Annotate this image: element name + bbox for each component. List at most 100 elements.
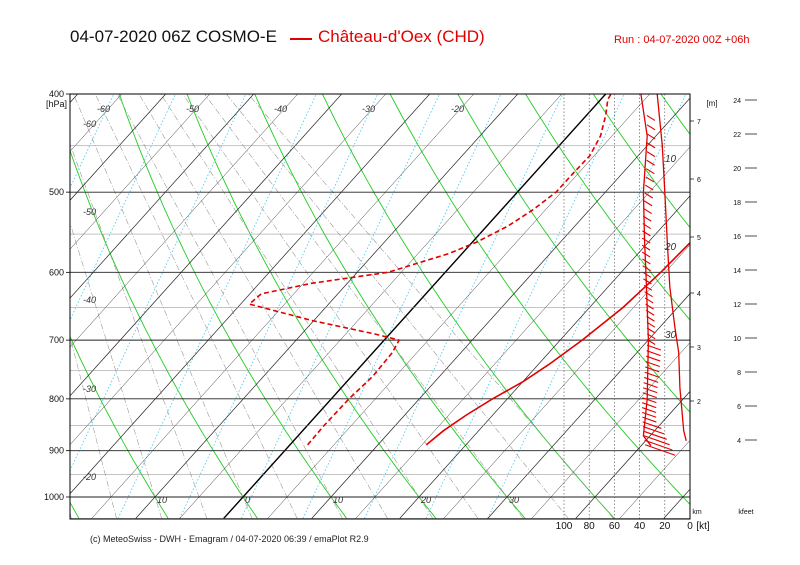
saturated-adiabat (73, 94, 253, 519)
isotherm (663, 488, 690, 519)
wind-barb (641, 237, 651, 244)
copyright-footer: (c) MeteoSwiss - DWH - Emagram / 04-07-2… (90, 534, 369, 544)
pressure-tick-label: 500 (49, 187, 64, 197)
pressure-tick-label: 1000 (44, 492, 64, 502)
wind-speed-unit: [kt] (696, 521, 710, 532)
wind-barb (642, 271, 652, 278)
wind-barb (645, 184, 654, 191)
wind-profile-label: 20 (664, 242, 677, 253)
station-legend-line (290, 38, 312, 40)
isotherm (267, 94, 651, 519)
wind-barb (644, 439, 673, 451)
mixing-ratio-line (425, 94, 625, 519)
dry-adiabat (70, 335, 169, 519)
dry-adiabat (389, 94, 690, 505)
wind-barb (646, 124, 656, 131)
zero-isotherm (223, 94, 607, 519)
isotherm (70, 94, 299, 348)
pressure-tick-label: 900 (49, 446, 64, 456)
isotherm (487, 293, 690, 519)
wind-barb (646, 355, 661, 362)
wind-speed-label: 20 (659, 521, 671, 532)
wind-barb (642, 265, 651, 272)
pressure-tick-label: 600 (49, 267, 64, 277)
isotherm (443, 244, 690, 519)
wind-barb (642, 258, 651, 265)
temp-label-diag-left: -30 (83, 384, 96, 394)
dry-adiabat (660, 94, 690, 136)
wind-barb (642, 223, 652, 230)
wind-barb (646, 168, 655, 175)
isotherm (70, 94, 343, 397)
mixing-ratio-line (117, 94, 317, 519)
dry-adiabat (457, 94, 690, 413)
mixing-ratio-line (364, 94, 564, 519)
mixing-ratio-line (302, 94, 502, 519)
pressure-tick-label: 400 (49, 89, 64, 99)
wind-barb (644, 291, 653, 298)
sounding-profiles (247, 94, 690, 446)
isotherm (70, 94, 123, 152)
isotherm (708, 71, 800, 518)
wind-speed-label: 60 (609, 521, 621, 532)
dry-adiabat (70, 501, 80, 519)
dry-adiabat (118, 94, 348, 519)
wind-barb (645, 303, 654, 310)
height-kfeet-unit: kfeet (738, 509, 753, 516)
height-kfeet-label: 4 (737, 438, 741, 445)
wind-barb (642, 421, 662, 429)
temp-label-diag-top: -50 (186, 104, 199, 114)
wind-speed-label: 0 (687, 521, 693, 532)
wind-barb (643, 435, 670, 446)
saturated-adiabat (182, 94, 479, 519)
height-kfeet-label: 12 (733, 302, 741, 309)
height-kfeet-label: 22 (733, 132, 741, 139)
temp-label-bottom: 10 (333, 495, 343, 505)
isotherm (70, 94, 211, 250)
wind-barb (646, 114, 656, 121)
wind-barb (645, 309, 655, 316)
mixing-ratio-line (240, 94, 440, 519)
saturated-adiabat (70, 335, 117, 519)
wind-barb (643, 278, 652, 285)
height-kfeet-label: 14 (733, 268, 741, 275)
wind-barb (642, 397, 657, 404)
mixing-ratio-line (70, 94, 176, 321)
wind-barb (646, 350, 661, 357)
wind-barb (646, 339, 656, 345)
wind-barb (641, 407, 657, 413)
isotherm (70, 94, 79, 104)
wind-barb (643, 208, 652, 215)
dry-adiabat (321, 94, 615, 519)
wind-barb (642, 416, 657, 423)
wind-barb (645, 361, 660, 368)
wind-barb (641, 251, 651, 258)
saturated-adiabat (70, 222, 162, 519)
isotherm (91, 94, 475, 519)
wind-barb (642, 392, 657, 399)
isotherm (752, 71, 800, 518)
chart-title: 04-07-2020 06Z COSMO-E (70, 27, 277, 46)
wind-barb (646, 333, 656, 340)
isotherm (0, 71, 54, 518)
temp-label-diag-top: -60 (97, 104, 110, 114)
temp-label-bottom: 30 (509, 495, 519, 505)
wind-barb (643, 200, 653, 207)
saturated-adiabat (204, 94, 524, 519)
wind-speed-label: 80 (584, 521, 596, 532)
wind-barb (641, 244, 651, 251)
height-kfeet-label: 16 (733, 234, 741, 241)
isotherm (70, 94, 387, 446)
height-kfeet-label: 10 (733, 336, 741, 343)
station-name: Château-d'Oex (CHD) (318, 27, 485, 46)
wind-profile-line (640, 94, 652, 447)
wind-barb (645, 366, 660, 373)
height-km-unit: km (692, 509, 702, 516)
mixing-ratio-line (70, 94, 247, 472)
dry-adiabat (779, 71, 800, 518)
mixing-ratio-line (487, 94, 687, 519)
wind-barb (641, 411, 657, 418)
wind-barb (646, 321, 656, 328)
wind-barb (643, 376, 659, 383)
